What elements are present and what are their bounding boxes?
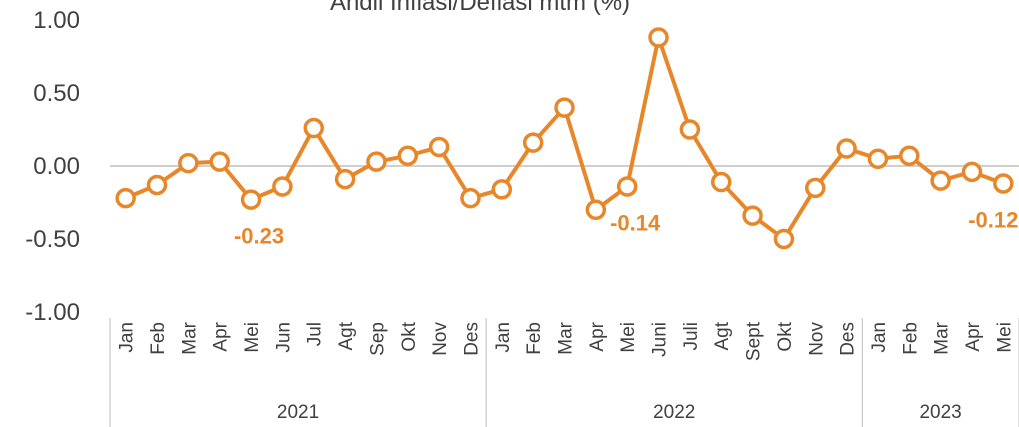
x-tick-label: Feb [900, 322, 921, 355]
x-tick-label: Mar [556, 321, 577, 354]
data-label: -0.12 [968, 208, 1018, 233]
point [773, 228, 795, 250]
x-tick-label: Mar [932, 321, 953, 354]
x-tick-label: Nov [806, 322, 827, 356]
x-tick-label: Feb [524, 322, 545, 355]
x-tick-label: Jan [117, 322, 138, 353]
point [679, 119, 701, 140]
point [648, 27, 669, 48]
x-tick-label: Mei [618, 322, 639, 353]
point [993, 173, 1014, 194]
point [491, 179, 513, 200]
point [742, 205, 763, 226]
point [554, 97, 575, 118]
x-tick-label: Apr [587, 321, 608, 351]
x-tick-label: Apr [963, 321, 984, 351]
point [710, 171, 732, 193]
x-tick-label: Jan [493, 322, 514, 353]
point [397, 145, 419, 167]
group-label: 2023 [919, 402, 961, 423]
x-tick-label: Juli [681, 322, 702, 351]
data-label: -0.14 [610, 210, 661, 235]
point [146, 174, 168, 196]
y-tick-label: 1.00 [33, 7, 80, 34]
x-tick-label: Agt [712, 321, 733, 350]
x-tick-label: Jan [869, 322, 890, 353]
point [272, 176, 293, 197]
x-tick-label: Okt [775, 321, 796, 351]
x-tick-label: Sept [744, 321, 765, 361]
x-tick-label: Apr [211, 321, 232, 351]
x-tick-label: Nov [430, 322, 451, 356]
point [899, 145, 920, 167]
point [460, 187, 481, 209]
point [240, 189, 262, 210]
chart-title: Andil Inflasi/Deflasi mtm (%) [330, 0, 630, 16]
x-tick-label: Feb [148, 322, 169, 355]
y-tick-label: -0.50 [25, 226, 80, 253]
x-tick-label: Okt [399, 321, 420, 351]
group-label: 2022 [653, 402, 695, 423]
x-tick-label: Mei [242, 322, 263, 353]
x-tick-label: Mar [179, 321, 200, 354]
point [961, 161, 983, 183]
point [930, 170, 951, 191]
x-tick-label: Mei [994, 322, 1015, 353]
point [209, 151, 230, 172]
line [124, 29, 1005, 242]
group-label: 2021 [277, 402, 319, 423]
point [616, 176, 638, 197]
y-tick-label: 0.50 [33, 80, 80, 107]
y-tick-label: 0.00 [33, 153, 80, 180]
point [805, 177, 826, 199]
y-tick-label: -1.00 [25, 299, 80, 326]
point [836, 138, 857, 159]
point [115, 187, 136, 209]
x-tick-label: Agt [336, 321, 357, 350]
x-tick-label: Jul [305, 322, 326, 346]
data-label: -0.23 [234, 224, 284, 249]
point [867, 148, 889, 169]
x-tick-label: Sep [367, 322, 388, 356]
point [334, 168, 356, 190]
point [303, 117, 324, 139]
x-tick-label: Juni [650, 322, 671, 357]
point [178, 152, 199, 174]
x-tick-label: Des [838, 322, 859, 356]
point [522, 132, 544, 153]
point [428, 136, 450, 158]
x-tick-label: Jun [273, 322, 294, 353]
point [585, 199, 607, 221]
point [366, 151, 387, 172]
x-tick-label: Des [461, 322, 482, 356]
